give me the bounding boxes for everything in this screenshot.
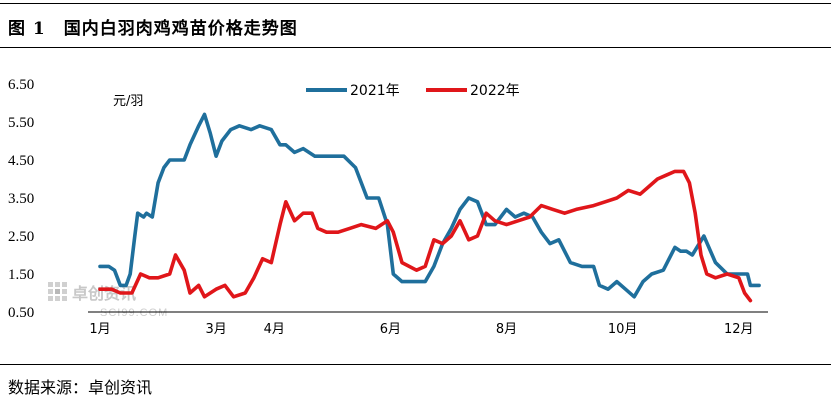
title-rule: [0, 47, 831, 48]
y-tick-label: 6.50: [8, 77, 34, 93]
watermark-site: SCI99.COM: [100, 307, 168, 319]
top-rule: [0, 3, 831, 4]
y-tick-label: 0.50: [8, 305, 34, 321]
legend-label-2021: 2021年: [350, 83, 400, 99]
legend-label-2022: 2022年: [470, 83, 520, 99]
x-tick-label: 10月: [608, 322, 638, 337]
y-tick-label: 1.50: [8, 267, 34, 283]
x-tick-label: 1月: [89, 322, 110, 337]
x-tick-label: 4月: [264, 322, 285, 337]
y-tick-label: 5.50: [8, 115, 34, 131]
figure-title-text: 国内白羽肉鸡鸡苗价格走势图: [63, 19, 298, 39]
y-tick-label: 3.50: [8, 191, 34, 207]
x-tick-label: 12月: [724, 322, 754, 337]
watermark-brand: 卓创资讯: [72, 284, 136, 303]
series-line-2022: [98, 169, 753, 303]
line-chart: 卓创资讯 SCI99.COM 0.50 1.50 2.50 3.50 4.50 5.50 6…: [8, 77, 768, 337]
y-axis-ticks: 0.50 1.50 2.50 3.50 4.50 5.50 6.50: [8, 77, 34, 321]
x-tick-label: 3月: [205, 322, 226, 337]
y-tick-label: 4.50: [8, 153, 34, 169]
series-layer: [98, 112, 761, 303]
figure-number: 图 1: [8, 19, 46, 39]
figure-title: 图 1 国内白羽肉鸡鸡苗价格走势图: [8, 14, 298, 39]
x-axis-ticks: 1月 3月 4月 6月 8月 10月 12月: [89, 322, 753, 337]
series-line-2021: [98, 112, 761, 299]
watermark-logo-icon: [48, 282, 67, 301]
y-tick-label: 2.50: [8, 229, 34, 245]
x-tick-label: 6月: [380, 322, 401, 337]
x-tick-label: 8月: [496, 322, 517, 337]
bottom-rule: [0, 364, 831, 365]
watermark: 卓创资讯 SCI99.COM: [48, 282, 168, 319]
y-axis-unit: 元/羽: [113, 94, 143, 109]
legend: 2021年 2022年: [306, 83, 520, 99]
source-note: 数据来源：卓创资讯: [8, 378, 153, 397]
